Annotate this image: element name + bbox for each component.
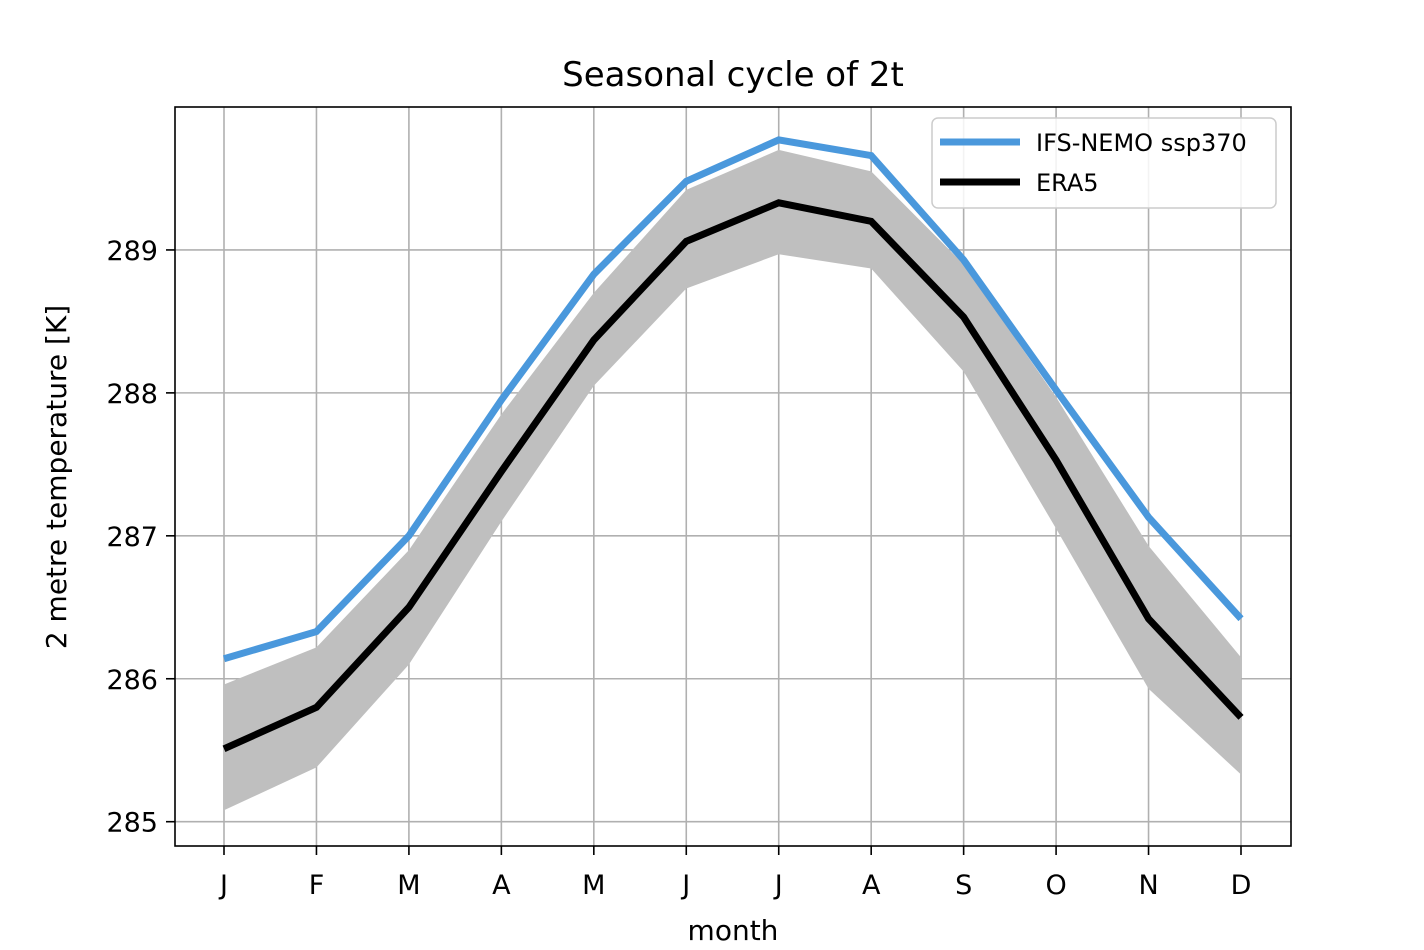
spread-band-area: [224, 149, 1241, 811]
series-lines: [222, 136, 1244, 752]
x-tick-label: D: [1231, 870, 1252, 901]
y-tick-label: 289: [106, 236, 158, 267]
legend-entry-ifs-nemo: IFS-NEMO ssp370: [1036, 129, 1247, 157]
chart-title: Seasonal cycle of 2t: [562, 55, 904, 95]
x-tick-label: N: [1138, 870, 1158, 901]
x-axis-label: month: [688, 914, 779, 947]
x-tick-label: S: [955, 870, 972, 901]
y-axis-label: 2 metre temperature [K]: [40, 305, 73, 649]
y-tick-label: 285: [106, 808, 158, 839]
x-tick-label: J: [773, 870, 783, 901]
x-tick-label: J: [218, 870, 228, 901]
x-tick-label: M: [582, 870, 605, 901]
x-tick-label: J: [680, 870, 690, 901]
y-tick-label: 288: [106, 379, 158, 410]
legend: IFS-NEMO ssp370 ERA5: [931, 117, 1277, 209]
x-tick-label: A: [492, 870, 511, 901]
x-tick-label: A: [862, 870, 881, 901]
x-tick-label: O: [1045, 870, 1066, 901]
y-tick-label: 286: [106, 665, 158, 696]
x-tick-label: F: [309, 870, 325, 901]
axis-ticks: J F M A M J J A S O N D 285 286 287 288 289: [106, 236, 1251, 901]
era5-spread-band: [224, 149, 1241, 811]
x-tick-label: M: [397, 870, 420, 901]
series-line-ifs-nemo: [223, 136, 1244, 663]
legend-entry-era5: ERA5: [1036, 169, 1099, 197]
plot-frame: [174, 106, 1292, 847]
y-tick-label: 287: [106, 522, 158, 553]
series-line-era5: [222, 199, 1244, 752]
